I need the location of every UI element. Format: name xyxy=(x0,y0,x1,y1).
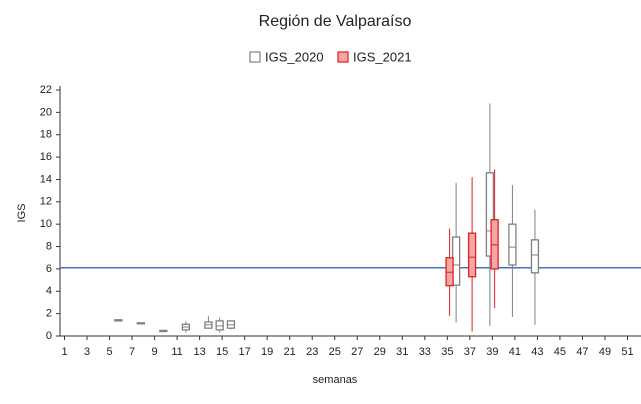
x-tick-label: 7 xyxy=(129,346,135,358)
x-tick-label: 29 xyxy=(374,346,386,358)
legend-text: IGS_2021 xyxy=(353,49,412,64)
box xyxy=(467,232,477,278)
legend-swatch xyxy=(249,51,261,63)
y-tick-label: 18 xyxy=(40,129,52,141)
box xyxy=(530,239,540,274)
x-tick-label: 13 xyxy=(193,346,205,358)
y-tick-label: 10 xyxy=(40,218,52,230)
x-tick-label: 25 xyxy=(329,346,341,358)
y-tick-label: 20 xyxy=(40,106,52,118)
x-tick-label: 23 xyxy=(306,346,318,358)
x-tick-label: 17 xyxy=(239,346,251,358)
x-axis-label: semanas xyxy=(313,374,358,386)
legend-text: IGS_2020 xyxy=(265,49,324,64)
box xyxy=(490,219,499,270)
chart-title: Región de Valparaíso xyxy=(259,13,412,30)
x-tick-label: 41 xyxy=(509,346,521,358)
x-tick-label: 39 xyxy=(486,346,498,358)
y-tick-label: 22 xyxy=(40,84,52,96)
x-tick-label: 37 xyxy=(464,346,476,358)
x-tick-label: 27 xyxy=(351,346,363,358)
x-tick-label: 1 xyxy=(61,346,67,358)
box xyxy=(508,223,517,266)
x-tick-label: 3 xyxy=(84,346,90,358)
x-tick-label: 31 xyxy=(396,346,408,358)
x-tick-label: 5 xyxy=(106,346,112,358)
x-tick-label: 47 xyxy=(576,346,588,358)
y-tick-label: 4 xyxy=(46,285,52,297)
x-tick-label: 49 xyxy=(599,346,611,358)
box xyxy=(485,172,495,257)
y-tick-label: 8 xyxy=(46,240,52,252)
x-tick-label: 11 xyxy=(171,346,182,358)
x-tick-label: 33 xyxy=(419,346,431,358)
y-tick-label: 2 xyxy=(46,308,52,320)
x-tick-label: 19 xyxy=(261,346,273,358)
y-tick-label: 12 xyxy=(40,196,52,208)
x-tick-label: 51 xyxy=(621,346,633,358)
legend-swatch xyxy=(337,51,349,63)
y-axis-label: IGS xyxy=(16,204,28,223)
y-tick-label: 14 xyxy=(40,173,52,185)
x-tick-label: 9 xyxy=(152,346,158,358)
box xyxy=(215,320,224,331)
x-tick-label: 43 xyxy=(531,346,543,358)
x-tick-label: 15 xyxy=(216,346,228,358)
x-tick-label: 21 xyxy=(284,346,296,358)
y-tick-label: 6 xyxy=(46,263,52,275)
x-tick-label: 35 xyxy=(441,346,453,358)
y-tick-label: 0 xyxy=(46,330,52,342)
y-tick-label: 16 xyxy=(40,151,52,163)
box xyxy=(445,257,454,287)
x-tick-label: 45 xyxy=(554,346,566,358)
